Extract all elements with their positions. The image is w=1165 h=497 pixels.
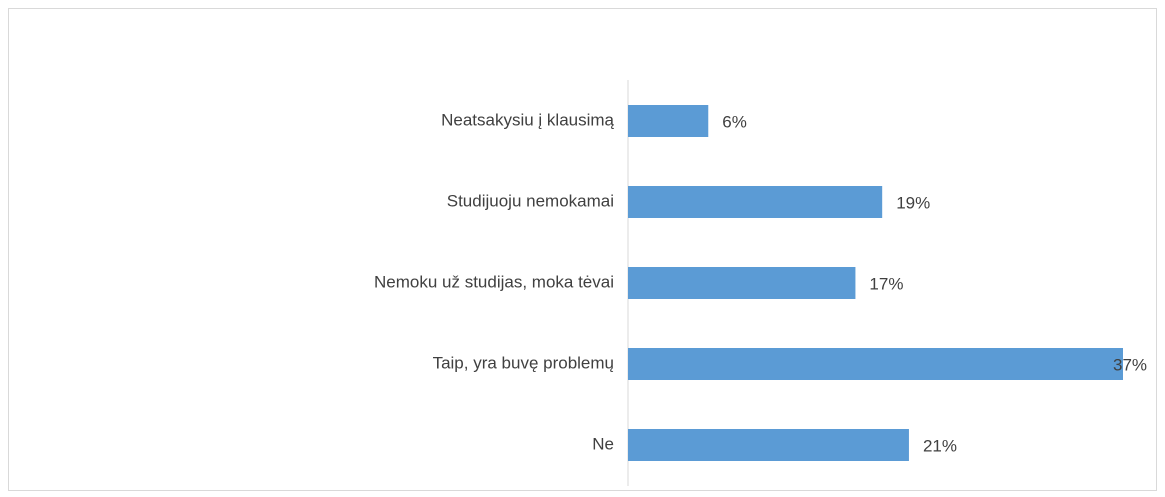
data-label: 37% <box>1113 355 1147 374</box>
data-label: 21% <box>923 436 957 455</box>
data-label: 17% <box>869 274 903 293</box>
y-tick-label: Neatsakysiu į klausimą <box>441 110 614 129</box>
data-label: 19% <box>896 193 930 212</box>
y-tick-label: Nemoku už studijas, moka tėvai <box>374 272 614 291</box>
bar <box>628 348 1123 380</box>
y-tick-label: Studijuoju nemokamai <box>447 191 614 210</box>
y-tick-label: Taip, yra buvę problemų <box>433 353 614 372</box>
y-tick-label: Ne <box>592 434 614 453</box>
bar <box>628 429 909 461</box>
bar <box>628 267 856 299</box>
data-label: 6% <box>722 112 747 131</box>
chart-frame <box>8 8 1157 491</box>
bar <box>628 105 709 137</box>
bar <box>628 186 883 218</box>
